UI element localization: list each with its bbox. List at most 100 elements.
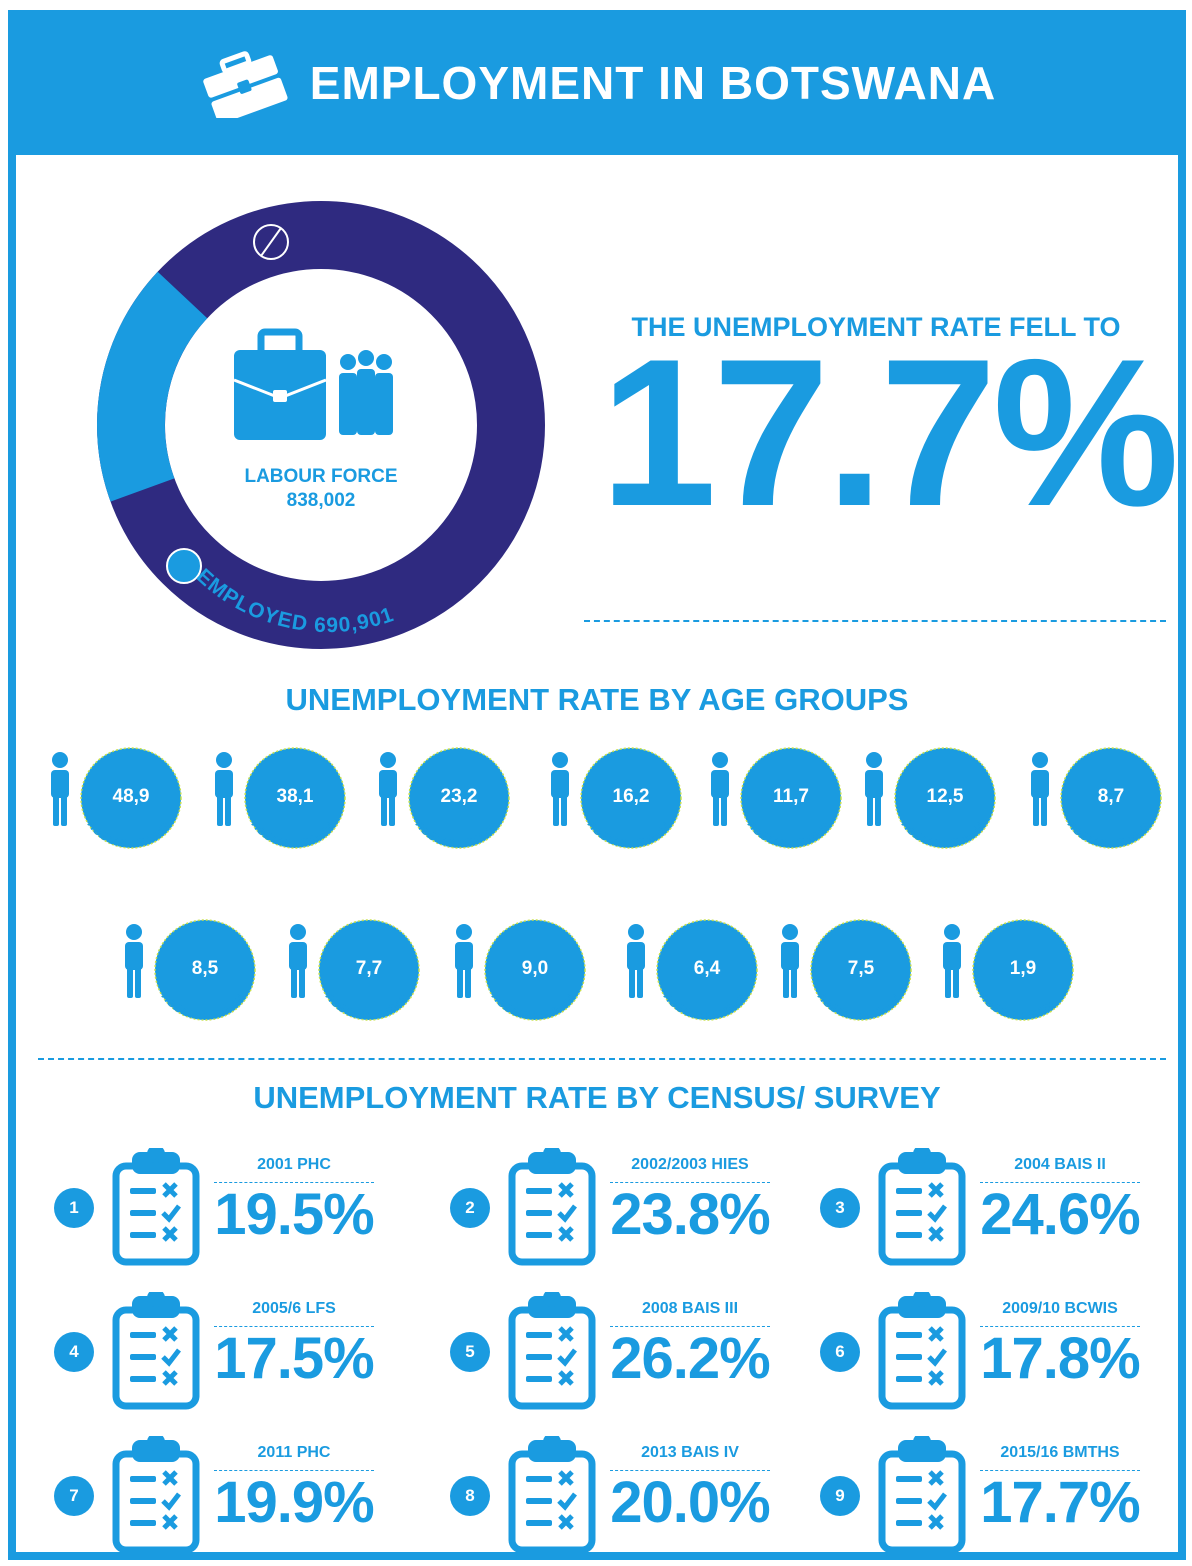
age-rate-circle <box>408 747 510 849</box>
person-icon <box>943 924 961 998</box>
survey-rate-value: 20.0% <box>610 1470 770 1535</box>
age-rate-circle <box>318 919 420 1021</box>
age-group-item: AGE GROUP 20-24 38,1 <box>212 747 362 860</box>
age-rate-circle <box>80 747 182 849</box>
person-icon <box>455 924 473 998</box>
employed-dot <box>166 548 202 584</box>
age-rate-value: 12,5 <box>926 786 964 807</box>
page-frame <box>8 10 1186 1560</box>
headline-caption: THE UNEMPLOYMENT RATE FELL TO <box>631 312 1121 342</box>
person-icon <box>215 752 233 826</box>
divider-top <box>584 620 1166 622</box>
labour-force-donut: EMPLOYED 690,901 LABOUR FORCE 838,002 <box>97 201 545 649</box>
survey-label: 2009/10 BCWIS <box>1002 1300 1118 1317</box>
age-rate-circle <box>1060 747 1162 849</box>
survey-rate-value: 17.7% <box>980 1470 1140 1535</box>
age-rate-value: 8,7 <box>1097 786 1125 807</box>
survey-label: 2011 PHC <box>257 1444 331 1461</box>
survey-rate-value: 24.6% <box>980 1182 1140 1247</box>
age-rate-circle <box>894 747 996 849</box>
survey-rate-value: 19.9% <box>214 1470 374 1535</box>
age-rate-circle <box>740 747 842 849</box>
survey-number-badge: 2 <box>450 1188 490 1228</box>
age-rate-value: 16,2 <box>612 786 650 807</box>
survey-label: 2001 PHC <box>257 1156 331 1173</box>
age-group-item: AGE GROUP 40-44 12,5 <box>862 747 1012 860</box>
survey-rate-value: 26.2% <box>610 1326 770 1391</box>
age-group-item: AGE GROUP 25-29 23,2 <box>376 747 526 860</box>
unemployed-ring-segment <box>97 271 208 502</box>
survey-divider <box>214 1326 374 1327</box>
census-section-title: UNEMPLOYMENT RATE BY CENSUS/ SURVEY <box>253 1080 941 1115</box>
survey-rate-value: 17.5% <box>214 1326 374 1391</box>
survey-number-badge: 3 <box>820 1188 860 1228</box>
survey-divider <box>980 1182 1140 1183</box>
age-rate-circle <box>244 747 346 849</box>
person-icon <box>125 924 143 998</box>
person-icon <box>781 924 799 998</box>
header-banner: EMPLOYMENT IN BOTSWANA <box>8 10 1186 155</box>
age-rate-value: 1,9 <box>1009 958 1037 979</box>
survey-number-badge: 1 <box>54 1188 94 1228</box>
survey-item: 5 2008 BAIS III 26.2% <box>450 1292 780 1414</box>
workforce-icon <box>233 328 393 440</box>
age-rate-circle <box>154 919 256 1021</box>
person-icon <box>51 752 69 826</box>
survey-item: 2 2002/2003 HIES 23.8% <box>450 1148 780 1270</box>
age-group-item: AGE GROUP 50-54 8,5 <box>122 919 272 1032</box>
clipboard-checklist-icon <box>112 1292 200 1410</box>
age-group-item: AGE GROUP 70-74 7,5 <box>778 919 928 1032</box>
age-group-item: AGE GROUP 45-49 8,7 <box>1028 747 1178 860</box>
age-rate-value: 6,4 <box>693 958 721 979</box>
labour-force-label: LABOUR FORCE <box>244 466 397 487</box>
age-rate-value: 9,0 <box>521 958 549 979</box>
survey-rate-value: 19.5% <box>214 1182 374 1247</box>
survey-label: 2015/16 BMTHS <box>1000 1444 1120 1461</box>
survey-label: 2005/6 LFS <box>252 1300 336 1317</box>
clipboard-checklist-icon <box>112 1148 200 1266</box>
person-icon <box>551 752 569 826</box>
survey-label: 2002/2003 HIES <box>631 1156 749 1173</box>
age-group-item: AGE GROUP 30-34 16,2 <box>548 747 698 860</box>
survey-item: 4 2005/6 LFS 17.5% <box>54 1292 384 1414</box>
age-rate-circle <box>810 919 912 1021</box>
person-icon <box>627 924 645 998</box>
clipboard-checklist-icon <box>508 1436 596 1554</box>
survey-item: 3 2004 BAIS II 24.6% <box>820 1148 1150 1270</box>
survey-rate-value: 17.8% <box>980 1326 1140 1391</box>
clipboard-checklist-icon <box>508 1148 596 1266</box>
survey-divider <box>610 1326 770 1327</box>
person-icon <box>711 752 729 826</box>
age-group-item: AGE GROUP 55-59 7,7 <box>286 919 436 1032</box>
survey-divider <box>610 1182 770 1183</box>
survey-divider <box>610 1470 770 1471</box>
age-section-title: UNEMPLOYMENT RATE BY AGE GROUPS <box>285 682 909 717</box>
person-icon <box>1031 752 1049 826</box>
age-group-item: AGE GROUP 18-19 48,9 <box>48 747 198 860</box>
person-icon <box>379 752 397 826</box>
empty-set-icon <box>253 224 289 260</box>
survey-divider <box>980 1470 1140 1471</box>
age-rate-value: 11,7 <box>773 786 809 807</box>
survey-item: 9 2015/16 BMTHS 17.7% <box>820 1436 1150 1558</box>
survey-label: 2008 BAIS III <box>641 1300 739 1317</box>
survey-number-badge: 6 <box>820 1332 860 1372</box>
labour-force-value: 838,002 <box>287 490 356 511</box>
age-group-item: AGE GROUP 60-64 9,0 <box>452 919 602 1032</box>
person-icon <box>289 924 307 998</box>
age-group-item: AGE GROUP 75+ 1,9 <box>940 919 1090 1032</box>
survey-divider <box>214 1182 374 1183</box>
age-group-item: AGE GROUP 65-69 6,4 <box>624 919 774 1032</box>
survey-rate-value: 23.8% <box>610 1182 770 1247</box>
age-group-item: AGE GROUP 35-39 11,7 <box>708 747 858 860</box>
survey-item: 6 2009/10 BCWIS 17.8% <box>820 1292 1150 1414</box>
survey-item: 7 2011 PHC 19.9% <box>54 1436 384 1558</box>
age-rate-circle <box>580 747 682 849</box>
survey-number-badge: 4 <box>54 1332 94 1372</box>
clipboard-checklist-icon <box>878 1436 966 1554</box>
survey-number-badge: 7 <box>54 1476 94 1516</box>
survey-item: 1 2001 PHC 19.5% <box>54 1148 384 1270</box>
survey-number-badge: 5 <box>450 1332 490 1372</box>
age-rate-value: 7,7 <box>355 958 383 979</box>
survey-label: 2004 BAIS II <box>1014 1156 1106 1173</box>
